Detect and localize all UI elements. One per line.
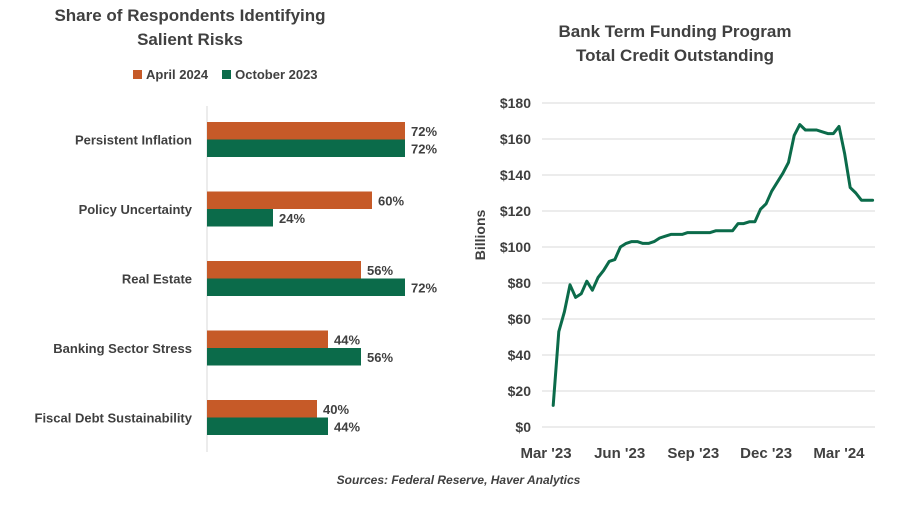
data-label-october-2023-real-estate: 72% — [411, 280, 437, 295]
category-label-banking-sector-stress: Banking Sector Stress — [53, 341, 192, 356]
category-label-persistent-inflation: Persistent Inflation — [75, 133, 192, 148]
right-chart-title-line-1: Bank Term Funding Program — [558, 22, 792, 41]
left-chart-legend: April 2024 October 2023 — [133, 67, 318, 82]
data-label-april-2024-real-estate: 56% — [367, 263, 393, 278]
y-axis-label: Billions — [472, 210, 488, 261]
bar-april-2024-real-estate — [207, 261, 361, 279]
legend-swatch-october-2023 — [222, 70, 232, 79]
data-label-october-2023-banking-sector-stress: 56% — [367, 350, 393, 365]
legend-item-october-2023: October 2023 — [222, 67, 318, 82]
category-label-policy-uncertainty: Policy Uncertainty — [79, 202, 193, 217]
bar-april-2024-banking-sector-stress — [207, 330, 328, 348]
left-chart-title: Share of Respondents Identifying Salient… — [40, 4, 340, 52]
left-chart-title-line-1: Share of Respondents Identifying — [54, 6, 326, 25]
left-chart-title-line-2: Salient Risks — [137, 30, 243, 49]
bar-october-2023-policy-uncertainty — [207, 209, 273, 227]
x-tick-label-mar-23: Mar '23 — [520, 445, 571, 462]
bar-april-2024-persistent-inflation — [207, 122, 405, 140]
bar-october-2023-persistent-inflation — [207, 139, 405, 157]
data-label-april-2024-policy-uncertainty: 60% — [378, 193, 404, 208]
y-tick-label-20: $20 — [508, 383, 532, 399]
data-label-april-2024-banking-sector-stress: 44% — [334, 332, 360, 347]
y-tick-label-60: $60 — [508, 311, 532, 327]
y-tick-label-40: $40 — [508, 347, 532, 363]
x-tick-label-sep-23: Sep '23 — [667, 445, 719, 462]
y-tick-label-180: $180 — [500, 95, 531, 111]
y-tick-label-120: $120 — [500, 203, 531, 219]
bar-april-2024-policy-uncertainty — [207, 191, 372, 209]
legend-item-april-2024: April 2024 — [133, 67, 208, 82]
category-label-real-estate: Real Estate — [122, 272, 192, 287]
right-chart-title: Bank Term Funding Program Total Credit O… — [520, 20, 830, 68]
legend-swatch-april-2024 — [133, 70, 142, 79]
data-label-april-2024-fiscal-debt-sustainability: 40% — [323, 402, 349, 417]
data-label-october-2023-persistent-inflation: 72% — [411, 141, 437, 156]
bar-october-2023-banking-sector-stress — [207, 348, 361, 366]
legend-label-april-2024: April 2024 — [146, 67, 209, 82]
y-tick-label-160: $160 — [500, 131, 531, 147]
data-label-october-2023-fiscal-debt-sustainability: 44% — [334, 419, 360, 434]
y-tick-label-140: $140 — [500, 167, 531, 183]
x-tick-label-jun-23: Jun '23 — [594, 445, 645, 462]
y-tick-label-100: $100 — [500, 239, 531, 255]
data-label-april-2024-persistent-inflation: 72% — [411, 124, 437, 139]
data-label-october-2023-policy-uncertainty: 24% — [279, 211, 305, 226]
category-label-fiscal-debt-sustainability: Fiscal Debt Sustainability — [35, 411, 193, 426]
btfp-credit-line — [551, 123, 875, 407]
bar-april-2024-fiscal-debt-sustainability — [207, 400, 317, 418]
right-chart-title-line-2: Total Credit Outstanding — [575, 46, 774, 65]
legend-label-october-2023: October 2023 — [235, 67, 318, 82]
bar-october-2023-fiscal-debt-sustainability — [207, 417, 328, 435]
y-tick-label-80: $80 — [508, 275, 532, 291]
bar-october-2023-real-estate — [207, 278, 405, 296]
x-tick-label-dec-23: Dec '23 — [740, 445, 792, 462]
y-tick-label-0: $0 — [515, 419, 531, 435]
source-note: Sources: Federal Reserve, Haver Analytic… — [336, 473, 581, 487]
x-tick-label-mar-24: Mar '24 — [813, 445, 865, 462]
